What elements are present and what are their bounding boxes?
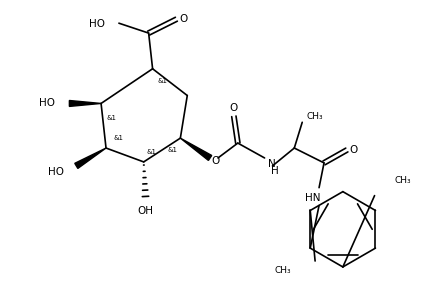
Polygon shape xyxy=(69,100,101,106)
Text: &1: &1 xyxy=(167,147,177,153)
Text: HO: HO xyxy=(48,167,65,177)
Text: &1: &1 xyxy=(114,135,124,141)
Polygon shape xyxy=(75,148,106,168)
Text: O: O xyxy=(211,156,219,166)
Text: CH₃: CH₃ xyxy=(306,112,323,121)
Text: HN: HN xyxy=(305,192,321,203)
Text: H: H xyxy=(271,166,278,176)
Text: N: N xyxy=(268,159,275,169)
Text: O: O xyxy=(350,145,358,155)
Text: OH: OH xyxy=(138,206,153,217)
Text: HO: HO xyxy=(40,99,55,109)
Polygon shape xyxy=(181,138,212,160)
Text: CH₃: CH₃ xyxy=(395,176,411,185)
Text: &1: &1 xyxy=(106,115,116,121)
Text: &1: &1 xyxy=(146,149,157,155)
Text: &1: &1 xyxy=(157,78,167,84)
Text: O: O xyxy=(230,103,238,113)
Text: CH₃: CH₃ xyxy=(275,266,291,275)
Text: O: O xyxy=(179,14,187,24)
Text: HO: HO xyxy=(89,19,105,29)
